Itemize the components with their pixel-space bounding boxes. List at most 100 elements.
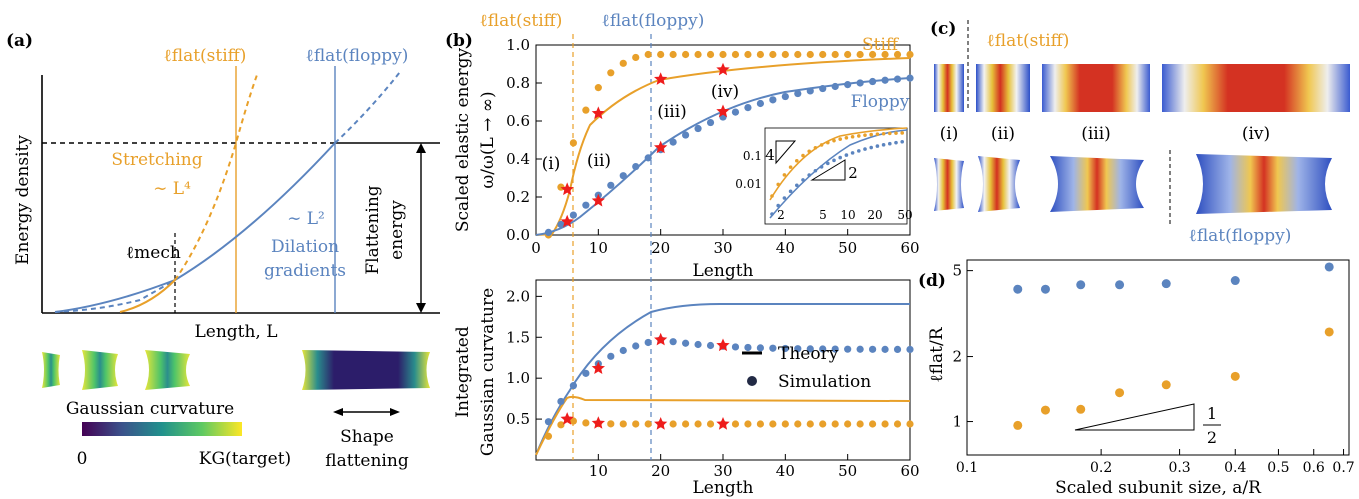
top-stiff-dot [869,50,877,59]
bottom-floppy-dot [856,345,864,353]
d-ytick-label: 5 [952,262,962,280]
x-axis-label: Length, L [194,322,277,342]
top-stiff-dot [744,50,752,59]
d-floppy-dot [1013,284,1023,294]
bottom-stiff-dot [869,420,877,428]
colorbar-title: Gaussian curvature [66,399,234,419]
inset-floppy-dot [881,143,886,147]
bottom-stiff-dot [582,419,590,427]
inset-floppy-dot [826,161,830,166]
bottom-xtick-label: 50 [838,462,857,480]
top-stiff-dot [906,50,914,59]
bottom-floppy-dot [682,339,690,347]
bottom-floppy-dot [781,344,789,353]
marker-ii: (ii) [587,151,611,171]
top-star-marker [716,104,730,118]
panel-c: (c) ℓflat(stiff) (i) (ii) (iii) (iv) ℓfl… [930,19,1350,246]
d-ytick-label: 1 [952,413,962,431]
top-ytick-label: 0.0 [506,226,530,244]
inset-floppy-dot [801,178,805,182]
top-stiff-dot [881,50,889,59]
bottom-floppy-dot [557,397,565,406]
lflat-floppy-label: ℓflat(floppy) [306,46,409,66]
bottom-stiff-dot [706,420,715,428]
inset-stiff-dot [795,158,799,163]
d-stiff-dot [1230,371,1240,381]
inset-floppy-dot [894,140,898,145]
stiff-curve [174,71,259,281]
top-xtick-label: 60 [900,239,919,257]
panel-d: (d) 1 2 5 0.1 0.2 0.3 0.4 0.5 0.6 0.7 1 2 ℓflat/… [918,259,1355,498]
bottom-floppy-dot [669,338,677,346]
bottom-stiff-dot [819,420,827,428]
bottom-stiff-dot [544,432,553,440]
bottom-stiff-dot [831,420,839,428]
top-stiff-dot [856,50,864,59]
inset-dots [770,131,904,216]
arrow-head-left [333,408,343,416]
legend-simulation-swatch [747,376,757,386]
bottom-star-marker [716,417,730,430]
inset-floppy-dot [863,147,867,151]
top-stars [560,62,730,228]
top-y-ticks: 0.0 0.2 0.4 0.6 0.8 1.0 [506,36,542,244]
bottom-floppy-dot [644,338,652,347]
bottom-plot-frame [535,279,911,461]
d-xtick-label: 0.4 [1224,460,1246,476]
inset-floppy-dot [807,173,811,177]
d-stiff-dot [1161,380,1171,390]
top-floppy-dot [844,81,852,89]
bottom-floppy-dot [844,345,852,353]
inset-stiff-dot [770,194,774,198]
top-stiff-dot [769,50,777,59]
inset-stiff-dot [894,131,898,135]
inset-xtick-label: 5 [819,208,827,222]
top-stiff-dot [582,106,590,114]
d-xtick-label: 0.5 [1267,460,1289,476]
bottom-floppy-dot [893,345,902,354]
stiff-series-label: Stiff [862,35,900,55]
top-stiff-dot [819,50,827,59]
bottom-stiff-dot [756,420,765,428]
arrow-head-up [416,143,426,153]
top-floppy-dot [869,77,877,86]
top-stiff-dot [644,50,652,59]
bottom-stiff-dot [844,420,852,428]
top-y-label-line1: Scaled elastic energy [453,47,473,232]
top-floppy-dot [906,74,914,82]
c-lflat-stiff-label: ℓflat(stiff) [987,31,1070,51]
top-floppy-dot [794,89,802,98]
inset-x-ticks: 2 5 10 20 50 [777,208,912,222]
bottom-floppy-dot [744,343,752,352]
top-ytick-label: 0.8 [506,74,530,92]
c-marker-iii: (iii) [1081,124,1111,144]
top-ytick-label: 0.4 [506,150,530,168]
top-xtick-label: 0 [531,239,541,257]
d-stiff-dot [1324,327,1334,337]
d-stiff-dot [1013,420,1023,430]
flattening-label-line2: energy [387,200,407,260]
d-plot-frame [966,259,1350,456]
top-star-marker [654,140,668,154]
top-stiff-dot [569,139,578,147]
inset-floppy-dot [875,144,880,148]
stiff-mesh-iv [1162,64,1350,112]
d-xtick-label: 0.2 [1090,460,1112,476]
c-marker-i: (i) [940,124,959,144]
marker-iii: (iii) [657,102,687,122]
d-slope-num: 1 [1207,404,1217,423]
floppy-series-label: Floppy [851,92,910,112]
top-star-marker [716,62,730,76]
inset-stiff-dot [857,134,861,138]
inset-floppy-dot [844,153,849,157]
bottom-floppy-dot [619,346,627,355]
inset-xtick-label: 50 [897,208,912,222]
dilation-label-line1: Dilation [271,237,339,257]
inset-stiff-dot [813,145,818,150]
bottom-floppy-dot [869,345,877,353]
top-y-label-line2: ω/ω(L → ∞) [478,91,498,188]
bottom-floppy-dot [881,345,889,353]
inset-xtick-label: 10 [840,208,855,222]
inset-slope-triangle-floppy [810,159,846,181]
